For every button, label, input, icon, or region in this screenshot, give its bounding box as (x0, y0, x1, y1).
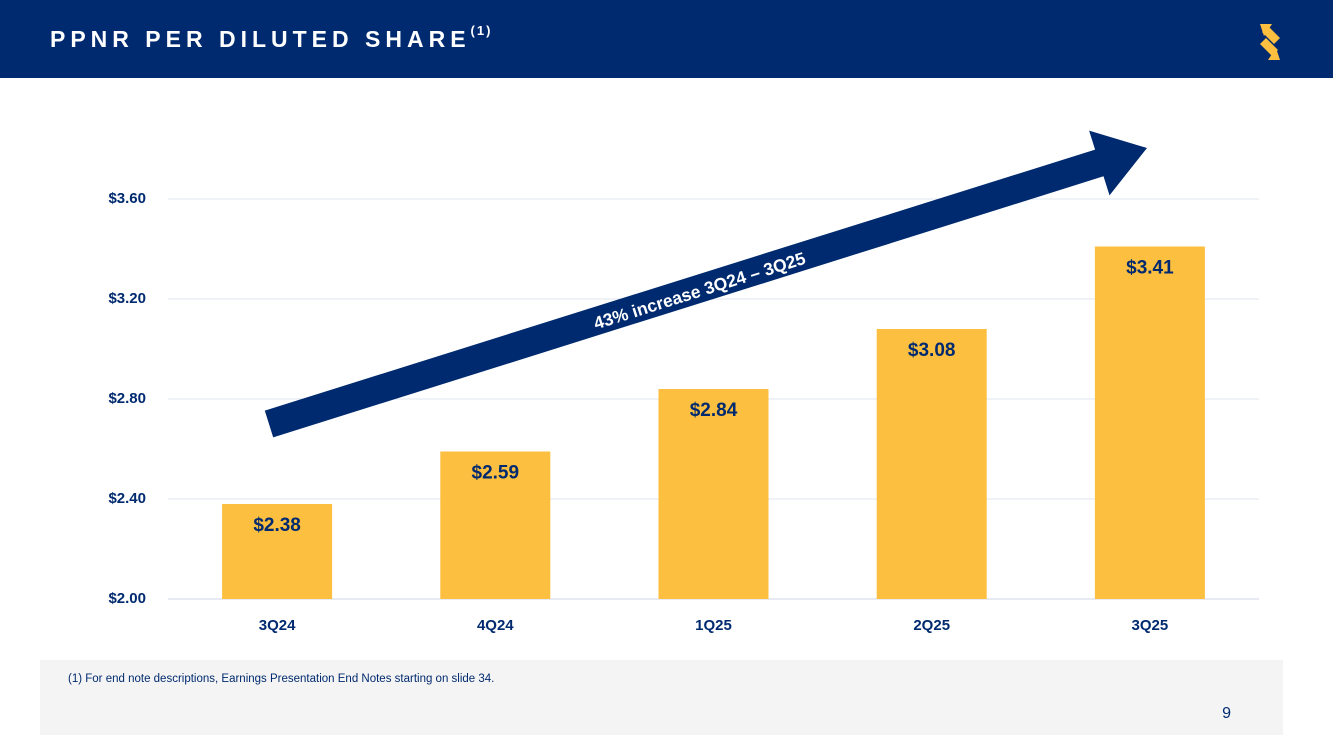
y-axis-ticks: $2.00 $2.40 $2.80 $3.20 $3.60 (108, 190, 146, 607)
y-tick-label: $2.40 (108, 490, 146, 507)
bar (876, 329, 987, 599)
x-tick-label: 1Q25 (695, 617, 732, 634)
x-tick-label: 3Q24 (259, 617, 296, 634)
x-axis-ticks: 3Q24 4Q24 1Q25 2Q25 3Q25 (259, 617, 1169, 634)
header-bar: PPNR PER DILUTED SHARE(1) (0, 0, 1333, 78)
footer-panel: (1) For end note descriptions, Earnings … (40, 660, 1283, 735)
bar (222, 504, 333, 599)
data-label: $2.38 (253, 515, 301, 536)
data-label: $2.84 (690, 400, 738, 421)
y-tick-label: $2.80 (108, 390, 146, 407)
title-footnote-ref: (1) (470, 23, 493, 39)
data-label: $2.59 (472, 463, 520, 484)
bar (658, 389, 769, 599)
bars: $2.38 $2.59 $2.84 $3.08 $3.41 (222, 246, 1205, 599)
bar (1094, 246, 1205, 599)
x-tick-label: 3Q25 (1132, 617, 1169, 634)
page-title-text: PPNR PER DILUTED SHARE (50, 26, 471, 52)
page-title: PPNR PER DILUTED SHARE(1) (50, 23, 493, 53)
data-label: $3.41 (1126, 258, 1174, 279)
y-tick-label: $3.20 (108, 290, 146, 307)
data-label: $3.08 (908, 340, 956, 361)
brand-s-logo-icon (1260, 24, 1280, 60)
bar (440, 451, 551, 599)
y-tick-label: $2.00 (108, 590, 146, 607)
page-number: 9 (1222, 705, 1231, 722)
bar-chart: $2.38 $2.59 $2.84 $3.08 $3.41 43% increase 3… (108, 130, 1259, 634)
trend-arrow-icon (264, 130, 1147, 438)
x-tick-label: 2Q25 (913, 617, 950, 634)
y-tick-label: $3.60 (108, 190, 146, 207)
x-tick-label: 4Q24 (477, 617, 514, 634)
footnote-text: (1) For end note descriptions, Earnings … (68, 673, 495, 685)
annotation-label: 43% increase 3Q24 – 3Q25 (591, 248, 808, 333)
